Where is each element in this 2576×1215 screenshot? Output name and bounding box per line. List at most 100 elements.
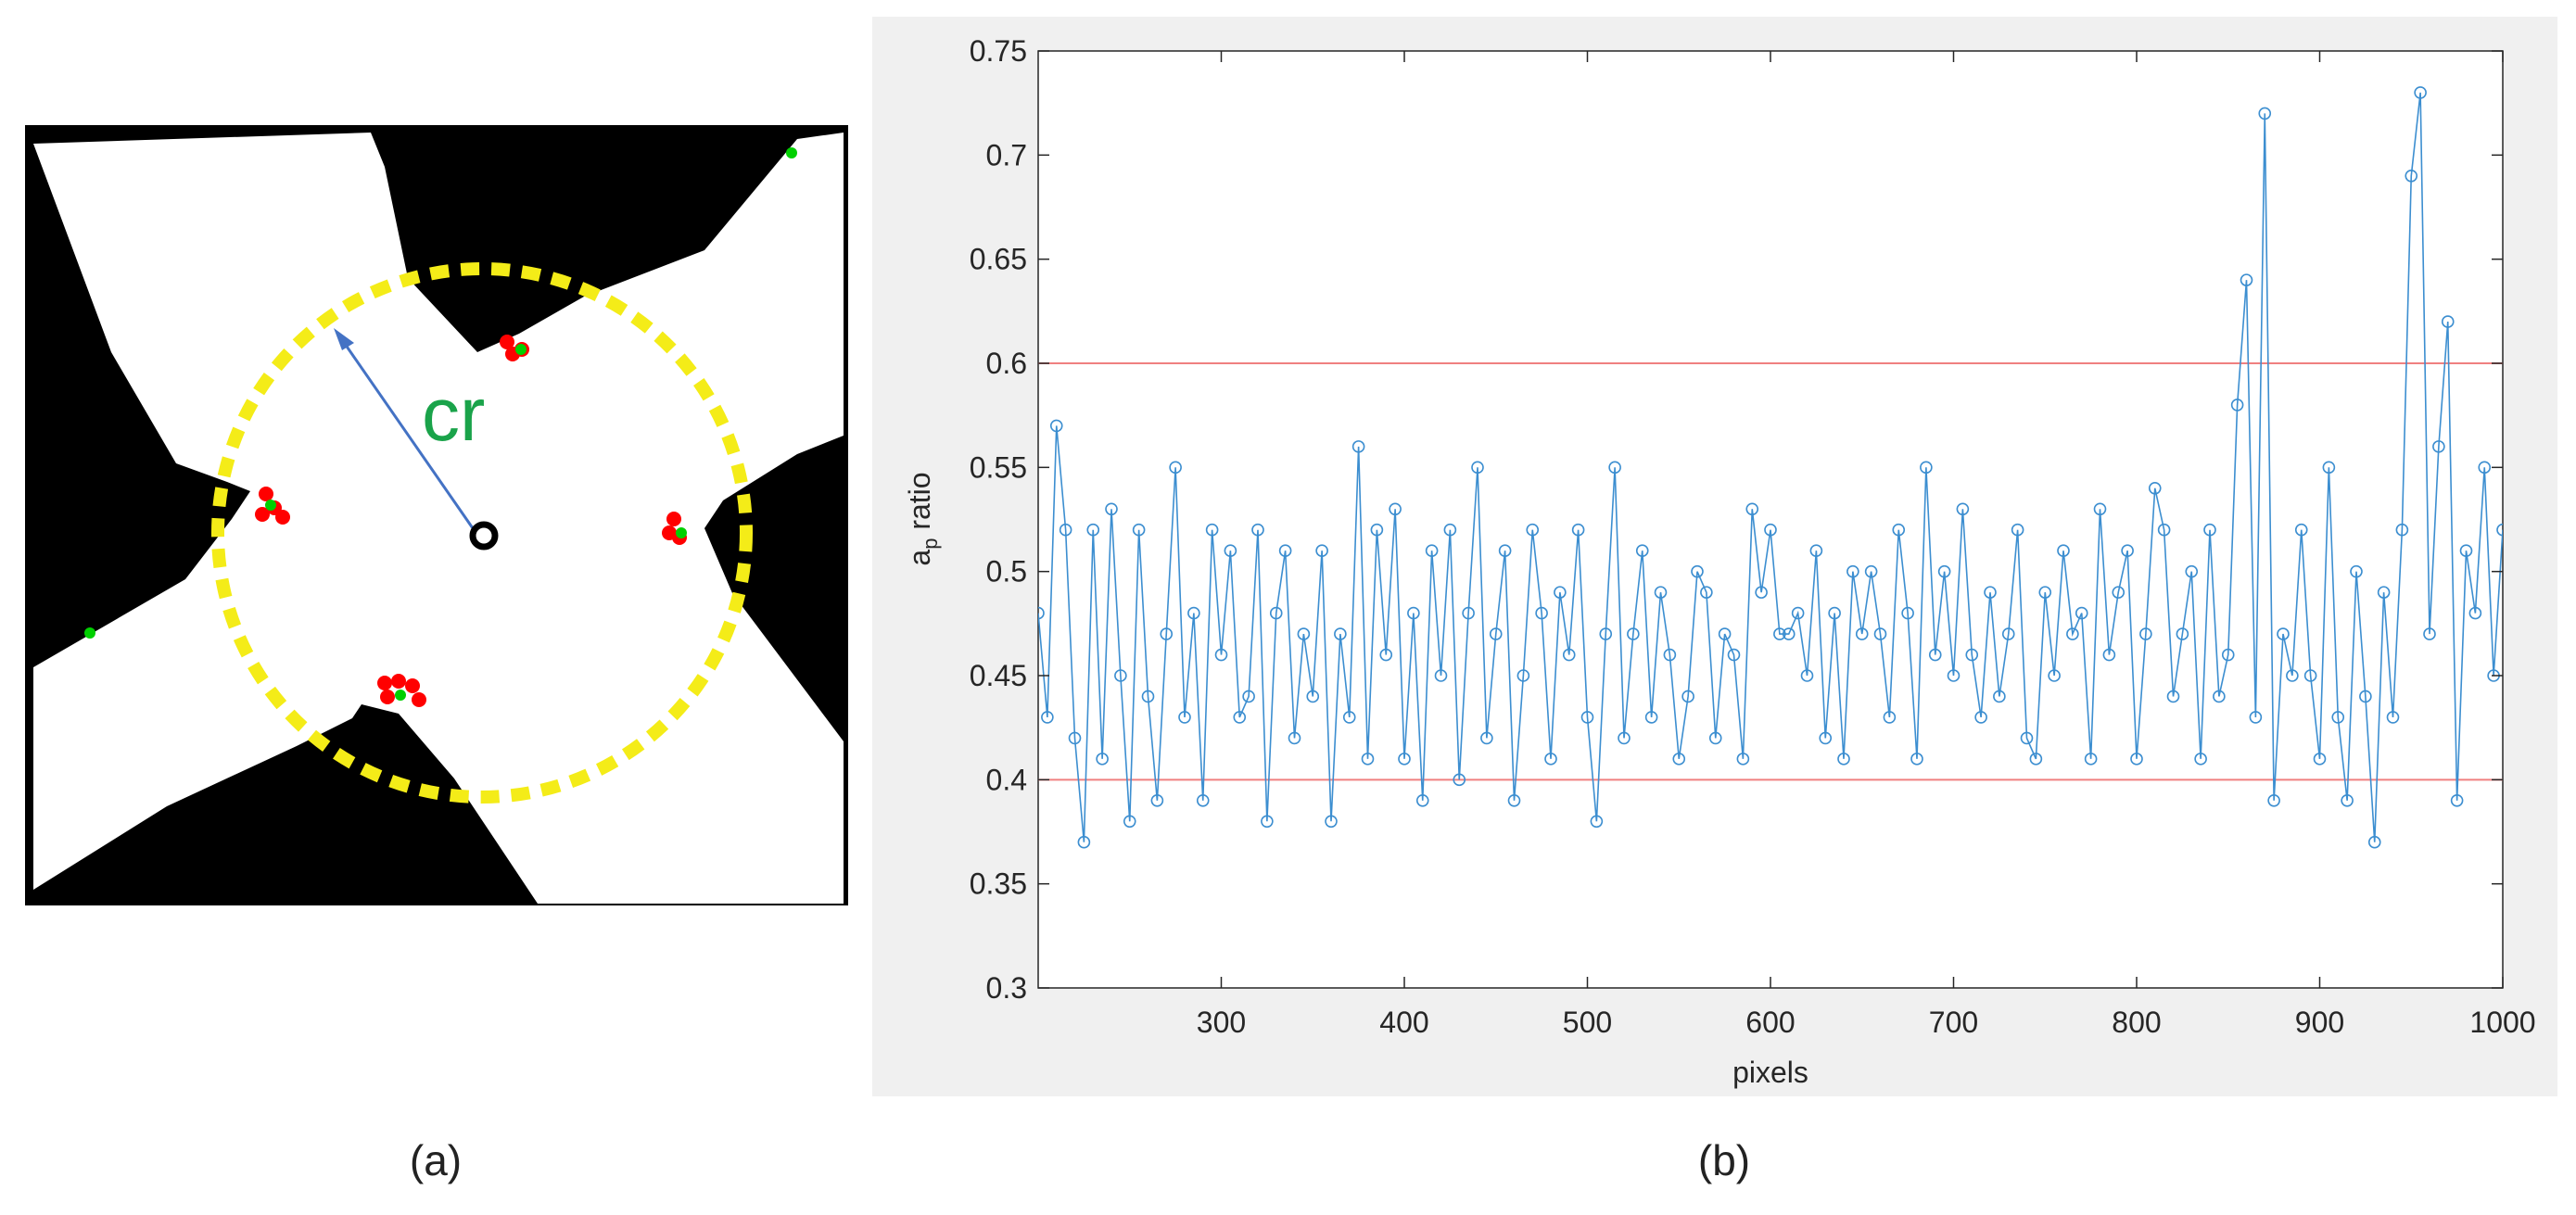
data-point-marker — [1114, 669, 1127, 682]
data-point-marker — [2313, 753, 2327, 766]
data-point-marker — [1819, 731, 1833, 745]
data-point-marker — [1627, 627, 1640, 640]
data-point-marker — [2075, 606, 2088, 620]
y-tick-label: 0.35 — [970, 867, 1027, 901]
data-point-marker — [2450, 793, 2464, 807]
data-point-marker — [1873, 627, 1887, 640]
data-point-marker — [2102, 648, 2116, 662]
data-point-marker — [2130, 753, 2143, 766]
data-point-marker — [1691, 564, 1704, 578]
x-tick-label: 1000 — [2469, 1006, 2535, 1039]
data-point-marker — [1937, 564, 1951, 578]
data-point-marker — [1224, 544, 1237, 558]
data-point-marker — [1516, 669, 1530, 682]
data-point-marker — [1993, 690, 2006, 703]
data-point-marker — [2478, 461, 2492, 475]
data-point-marker — [1745, 502, 1759, 516]
data-point-marker — [1288, 731, 1301, 745]
data-point-marker — [1883, 711, 1897, 724]
data-point-marker — [1984, 586, 1997, 599]
data-point-marker — [1526, 523, 1540, 537]
data-point-marker — [2011, 523, 2024, 537]
data-point-marker — [2221, 648, 2235, 662]
panel-b-caption: (b) — [1697, 1136, 1751, 1184]
data-point-marker — [1443, 523, 1457, 537]
panel-a-caption: (a) — [409, 1136, 463, 1184]
data-point-marker — [1187, 606, 1200, 620]
data-point-marker — [2359, 690, 2372, 703]
data-point-marker — [1214, 648, 1228, 662]
data-point-marker — [1132, 523, 1146, 537]
data-point-marker — [2459, 544, 2473, 558]
y-tick-label: 0.6 — [986, 347, 1027, 380]
data-point-marker — [2176, 627, 2189, 640]
data-point-marker — [1334, 627, 1347, 640]
data-point-marker — [2496, 523, 2503, 537]
data-point-marker — [1791, 606, 1805, 620]
data-point-marker — [2561, 525, 2572, 536]
x-tick-label: 400 — [1379, 1006, 1428, 1039]
chart-panel: 0.3 0.35 0.4 0.45 0.5 0.55 0.6 0.65 0.7 0.75 300 4… — [872, 17, 2576, 1096]
data-point-marker — [1846, 564, 1859, 578]
data-point-marker — [2468, 606, 2482, 620]
data-point-marker — [1855, 627, 1869, 640]
data-point-marker — [1718, 627, 1732, 640]
x-tick-label: 300 — [1197, 1006, 1246, 1039]
data-point-marker — [2048, 669, 2061, 682]
search-radius-circle — [211, 262, 753, 804]
data-point-marker — [1608, 461, 1621, 475]
data-point-marker — [1644, 711, 1658, 724]
data-point-marker — [2341, 793, 2354, 807]
data-point-marker — [1736, 753, 1750, 766]
x-tick-label: 700 — [1929, 1006, 1978, 1039]
radius-arrow — [341, 340, 475, 529]
data-point-marker — [2084, 753, 2098, 766]
data-point-marker — [1544, 753, 1557, 766]
data-point-marker — [2286, 669, 2299, 682]
data-point-marker — [1315, 544, 1328, 558]
data-point-marker — [2093, 502, 2107, 516]
y-tick-label: 0.55 — [970, 450, 1027, 484]
data-point-marker — [1956, 502, 1970, 516]
data-point-marker — [2029, 753, 2043, 766]
data-point-marker — [1269, 606, 1283, 620]
radius-label: cr — [422, 373, 485, 457]
y-tick-label: 0.65 — [970, 243, 1027, 276]
data-point-marker — [2148, 481, 2162, 495]
data-point-marker — [2414, 86, 2427, 99]
data-point-marker — [1562, 648, 1576, 662]
x-tick-label: 900 — [2295, 1006, 2344, 1039]
data-point-marker — [1800, 669, 1814, 682]
data-point-marker — [1672, 753, 1686, 766]
data-point-marker — [2230, 399, 2244, 411]
data-point-marker — [1141, 690, 1155, 703]
data-point-marker — [1370, 523, 1384, 537]
data-point-marker — [2112, 586, 2126, 599]
data-point-marker — [2121, 544, 2134, 558]
data-point-marker — [1535, 606, 1548, 620]
data-point-marker — [1453, 773, 1466, 787]
data-point-marker — [1389, 502, 1402, 516]
green-points — [84, 147, 797, 701]
data-point-marker — [1415, 793, 1429, 807]
data-point-marker — [1974, 711, 1987, 724]
data-point-marker — [1700, 586, 1713, 599]
data-point-marker — [1361, 753, 1375, 766]
data-point-marker — [2277, 627, 2290, 640]
x-axis-label: pixels — [1732, 1056, 1808, 1089]
data-point-marker — [1571, 523, 1585, 537]
data-point-marker — [1773, 627, 1786, 640]
data-point-marker — [2240, 273, 2253, 286]
y-tick-label: 0.45 — [970, 659, 1027, 692]
data-point-marker — [2432, 440, 2445, 453]
data-point-marker — [1498, 544, 1512, 558]
data-point-marker — [1059, 523, 1072, 537]
data-point-marker — [1580, 711, 1594, 724]
data-point-marker — [2570, 628, 2576, 639]
data-point-marker — [1251, 523, 1264, 537]
data-point-marker — [2020, 731, 2034, 745]
plot-area — [1037, 50, 2504, 989]
data-point-marker — [2395, 523, 2409, 537]
data-point-marker — [1554, 586, 1567, 599]
data-point-marker — [1425, 544, 1439, 558]
